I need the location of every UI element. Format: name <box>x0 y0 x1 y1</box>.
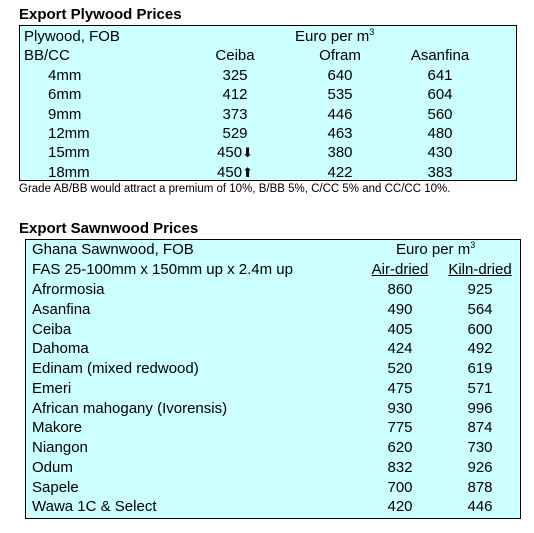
sawnwood-unit-sup: 3 <box>470 240 476 250</box>
plywood-row-ofram: 535 <box>327 86 353 104</box>
plywood-row-ceiba: 325 <box>195 66 275 86</box>
plywood-row-size: 9mm <box>48 105 82 123</box>
plywood-row-ceiba: 450⬇ <box>195 143 275 163</box>
sawnwood-row-kiln: 878 <box>467 478 493 496</box>
plywood-title: Export Plywood Prices <box>19 6 182 23</box>
sawnwood-unit: Euro per m3 <box>396 240 475 260</box>
plywood-row-ofram: 380 <box>327 144 353 162</box>
plywood-row-size: 12mm <box>48 124 90 142</box>
sawnwood-row-kiln: 874 <box>467 419 493 437</box>
sawnwood-row-species: Sapele <box>32 478 79 496</box>
plywood-row-asanfina: 430 <box>427 144 453 162</box>
sawnwood-row-air: 775 <box>387 419 413 437</box>
plywood-row-asanfina: 383 <box>427 163 453 181</box>
sawnwood-table: Ghana Sawnwood, FOB Euro per m3 FAS 25-1… <box>25 239 521 519</box>
sawnwood-row-kiln: 446 <box>467 498 493 516</box>
plywood-row-size: 4mm <box>48 67 82 84</box>
plywood-row-asanfina: 604 <box>427 86 453 104</box>
plywood-ceiba-value: 450 <box>217 144 243 162</box>
plywood-ceiba-value: 325 <box>222 67 248 84</box>
sawnwood-row-kiln: 926 <box>467 458 493 476</box>
plywood-ceiba-value: 412 <box>222 86 248 104</box>
sawnwood-row-species: Niangon <box>32 439 88 456</box>
sawnwood-row-species: Wawa 1C & Select <box>32 498 157 516</box>
sawnwood-row-species: Makore <box>32 419 83 437</box>
plywood-row-ofram: 446 <box>327 105 353 123</box>
sawnwood-row-species: Asanfina <box>32 300 91 318</box>
sawnwood-row-kiln: 730 <box>467 439 493 456</box>
plywood-col-ofram: Ofram <box>319 47 361 64</box>
plywood-row-size: 6mm <box>48 86 82 104</box>
plywood-row-size: 18mm <box>48 163 90 181</box>
sawnwood-row-species: Dahoma <box>32 340 89 358</box>
plywood-ceiba-value: 450 <box>217 163 243 181</box>
plywood-row-asanfina: 560 <box>427 105 453 123</box>
plywood-col-ceiba: Ceiba <box>215 47 255 64</box>
plywood-row-asanfina: 641 <box>427 67 453 84</box>
plywood-row-ceiba: 373 <box>195 105 275 125</box>
plywood-row-ofram: 640 <box>327 67 353 84</box>
sawnwood-row-air: 424 <box>387 340 413 358</box>
sawnwood-row-species: Ceiba <box>32 320 72 338</box>
plywood-row-size: 15mm <box>48 144 90 162</box>
sawnwood-row-kiln: 925 <box>467 281 493 298</box>
plywood-table: Plywood, FOB Euro per m3 BB/CC Ceiba Ofr… <box>19 25 517 181</box>
plywood-ceiba-value: 373 <box>222 105 248 123</box>
sawnwood-row-air: 832 <box>387 458 413 476</box>
plywood-note: Grade AB/BB would attract a premium of 1… <box>19 183 451 195</box>
plywood-col-asanfina: Asanfina <box>410 47 470 64</box>
sawnwood-row-air: 405 <box>387 320 413 338</box>
sawnwood-row-air: 475 <box>387 379 413 397</box>
sawnwood-col-kiln: Kiln-dried <box>448 261 512 278</box>
plywood-row-ceiba: 412 <box>195 85 275 105</box>
plywood-header-fob: Plywood, FOB <box>24 28 120 45</box>
sawnwood-row-air: 860 <box>387 281 413 298</box>
sawnwood-row-kiln: 619 <box>467 360 493 377</box>
sawnwood-col-air: Air-dried <box>371 261 429 278</box>
sawnwood-title: Export Sawnwood Prices <box>19 220 199 237</box>
plywood-unit-text: Euro per m <box>295 28 370 45</box>
plywood-row-ofram: 463 <box>327 124 353 142</box>
sawnwood-row-air: 420 <box>387 498 413 516</box>
sawnwood-row-kiln: 600 <box>467 320 493 338</box>
plywood-row-ceiba: 529 <box>195 124 275 144</box>
sawnwood-row-air: 930 <box>387 399 413 417</box>
up-arrow-icon: ⬆ <box>242 164 253 180</box>
plywood-ceiba-value: 529 <box>222 124 248 142</box>
sawnwood-row-kiln: 564 <box>467 300 493 318</box>
plywood-row-ceiba: 450⬆ <box>195 163 275 183</box>
sawnwood-row-species: Edinam (mixed redwood) <box>32 360 199 377</box>
sawnwood-row-kiln: 996 <box>467 399 493 417</box>
plywood-row-asanfina: 480 <box>427 124 453 142</box>
plywood-row-ofram: 422 <box>327 163 353 181</box>
sawnwood-unit-text: Euro per m <box>396 241 471 258</box>
sawnwood-header-fob: Ghana Sawnwood, FOB <box>32 241 194 258</box>
sawnwood-row-kiln: 492 <box>467 340 493 358</box>
sawnwood-row-species: Emeri <box>32 379 72 397</box>
sawnwood-row-air: 520 <box>387 360 413 377</box>
sawnwood-row-air: 490 <box>387 300 413 318</box>
sawnwood-header-spec: FAS 25-100mm x 150mm up x 2.4m up <box>32 261 293 278</box>
plywood-unit: Euro per m3 <box>295 27 374 47</box>
plywood-header-grade: BB/CC <box>24 47 70 64</box>
sawnwood-row-species: Afrormosia <box>32 281 105 298</box>
plywood-unit-sup: 3 <box>369 27 375 37</box>
down-arrow-icon: ⬇ <box>242 145 253 161</box>
sawnwood-row-air: 700 <box>387 478 413 496</box>
sawnwood-row-species: African mahogany (Ivorensis) <box>32 399 228 417</box>
sawnwood-row-species: Odum <box>32 458 73 476</box>
sawnwood-row-kiln: 571 <box>467 379 493 397</box>
sawnwood-row-air: 620 <box>387 439 413 456</box>
